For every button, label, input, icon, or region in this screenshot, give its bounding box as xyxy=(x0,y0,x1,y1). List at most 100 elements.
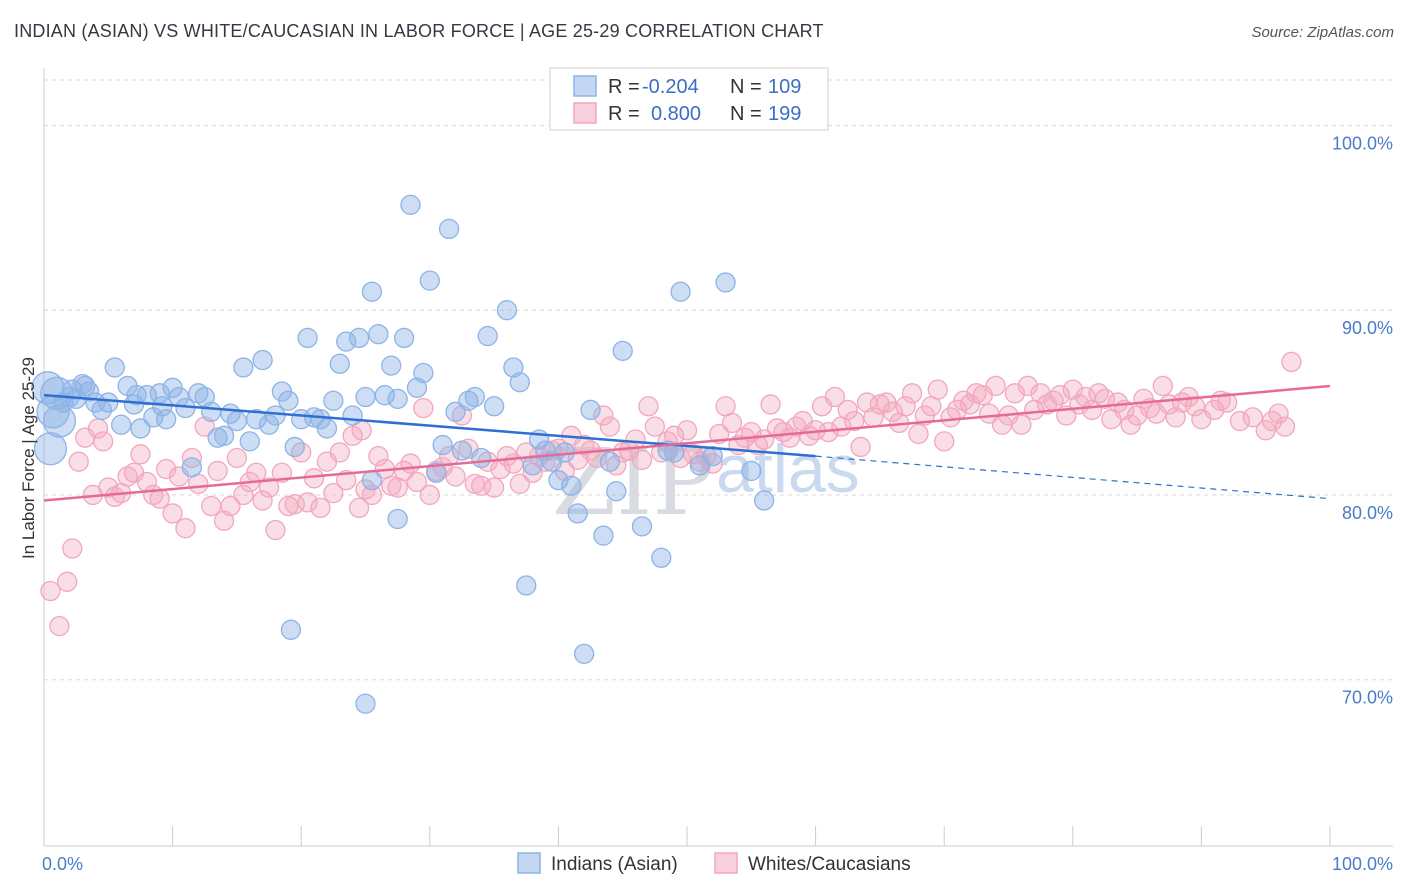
data-point xyxy=(850,436,871,458)
axes xyxy=(43,68,1393,847)
data-point xyxy=(586,447,608,469)
data-point xyxy=(149,383,170,404)
data-point xyxy=(207,460,228,482)
data-point xyxy=(348,327,370,349)
data-point xyxy=(844,410,865,432)
data-point xyxy=(213,510,235,531)
data-point xyxy=(246,462,267,483)
data-point xyxy=(638,396,659,417)
data-point xyxy=(651,547,672,568)
data-point xyxy=(406,377,428,398)
data-point xyxy=(702,446,723,467)
data-point xyxy=(175,518,196,539)
data-point xyxy=(62,379,83,400)
data-point xyxy=(400,194,421,216)
data-point xyxy=(509,372,530,393)
data-point xyxy=(644,416,665,437)
data-point xyxy=(323,390,344,411)
data-point xyxy=(747,434,768,456)
data-point xyxy=(329,442,350,463)
y-tick-label: 80.0% xyxy=(1342,503,1393,523)
data-point xyxy=(368,324,389,345)
y-tick-label: 100.0% xyxy=(1332,133,1393,153)
data-point xyxy=(252,490,273,511)
data-point xyxy=(400,453,421,474)
legend: R = -0.204 N = 109 R = 0.800 N = 199 xyxy=(549,67,829,131)
data-point xyxy=(445,401,466,422)
data-point xyxy=(33,432,68,466)
data-point xyxy=(631,516,653,537)
data-point xyxy=(1152,375,1173,397)
data-point xyxy=(567,503,588,524)
data-point xyxy=(471,447,492,469)
data-point xyxy=(265,519,286,541)
data-point xyxy=(631,449,653,470)
data-point xyxy=(483,477,505,498)
data-point xyxy=(1229,410,1251,432)
data-point xyxy=(220,495,241,517)
data-point xyxy=(676,420,698,441)
data-point xyxy=(393,327,415,349)
data-point xyxy=(573,643,595,664)
data-point xyxy=(188,383,209,404)
data-point xyxy=(901,383,923,404)
data-point xyxy=(201,401,222,422)
bottom-legend-label-indians: Indians (Asian) xyxy=(551,854,678,875)
data-point xyxy=(561,475,582,496)
data-point xyxy=(284,494,305,515)
source-label: Source: ZipAtlas.com xyxy=(1251,24,1394,41)
data-point xyxy=(104,486,125,507)
data-point xyxy=(323,482,344,504)
legend-swatch-whites xyxy=(573,102,597,124)
bottom-legend-label-whites: Whites/Caucasians xyxy=(748,854,911,875)
data-point xyxy=(201,495,222,517)
data-point xyxy=(754,490,775,511)
legend-n-value-indians: 109 xyxy=(768,76,801,98)
data-point xyxy=(56,571,78,592)
data-point xyxy=(1242,407,1263,428)
data-point xyxy=(580,399,601,421)
data-point xyxy=(464,386,485,408)
data-point xyxy=(126,385,147,406)
legend-r-value-indians: -0.204 xyxy=(642,76,699,98)
data-point xyxy=(496,300,518,321)
data-point xyxy=(1004,383,1026,404)
data-point xyxy=(194,386,215,408)
data-point xyxy=(471,475,492,496)
data-point xyxy=(98,392,119,413)
data-point xyxy=(927,379,948,400)
data-point xyxy=(75,375,96,397)
data-point xyxy=(355,386,376,408)
data-point xyxy=(78,381,100,402)
data-point xyxy=(130,444,151,465)
data-point xyxy=(670,447,691,469)
data-point xyxy=(985,375,1006,397)
data-point xyxy=(49,615,70,637)
y-axis-label: In Labor Force | Age 25-29 xyxy=(19,357,38,559)
bottom-legend: Indians (Asian) Whites/Caucasians xyxy=(517,852,911,875)
data-point xyxy=(93,431,114,452)
data-point xyxy=(426,462,447,483)
data-point xyxy=(252,349,273,371)
legend-r-label-indians: R = xyxy=(608,76,640,98)
x-tick-label-min: 0.0% xyxy=(42,854,83,874)
data-point xyxy=(111,414,132,435)
data-point xyxy=(162,503,183,524)
data-point xyxy=(670,281,691,302)
data-point xyxy=(406,471,428,493)
data-point xyxy=(258,477,280,498)
data-point xyxy=(336,331,357,352)
chart-title: INDIAN (ASIAN) VS WHITE/CAUCASIAN IN LAB… xyxy=(14,21,824,41)
grid-lines xyxy=(44,79,1393,681)
data-point xyxy=(342,405,363,426)
data-point xyxy=(280,619,302,640)
data-point xyxy=(1281,351,1302,373)
trend-line-whites xyxy=(43,384,1331,502)
data-point xyxy=(1088,383,1109,404)
data-point xyxy=(438,218,460,240)
data-point xyxy=(284,436,305,458)
data-point xyxy=(663,442,685,463)
data-point xyxy=(233,357,254,378)
data-point xyxy=(265,405,286,426)
data-point xyxy=(483,396,505,417)
